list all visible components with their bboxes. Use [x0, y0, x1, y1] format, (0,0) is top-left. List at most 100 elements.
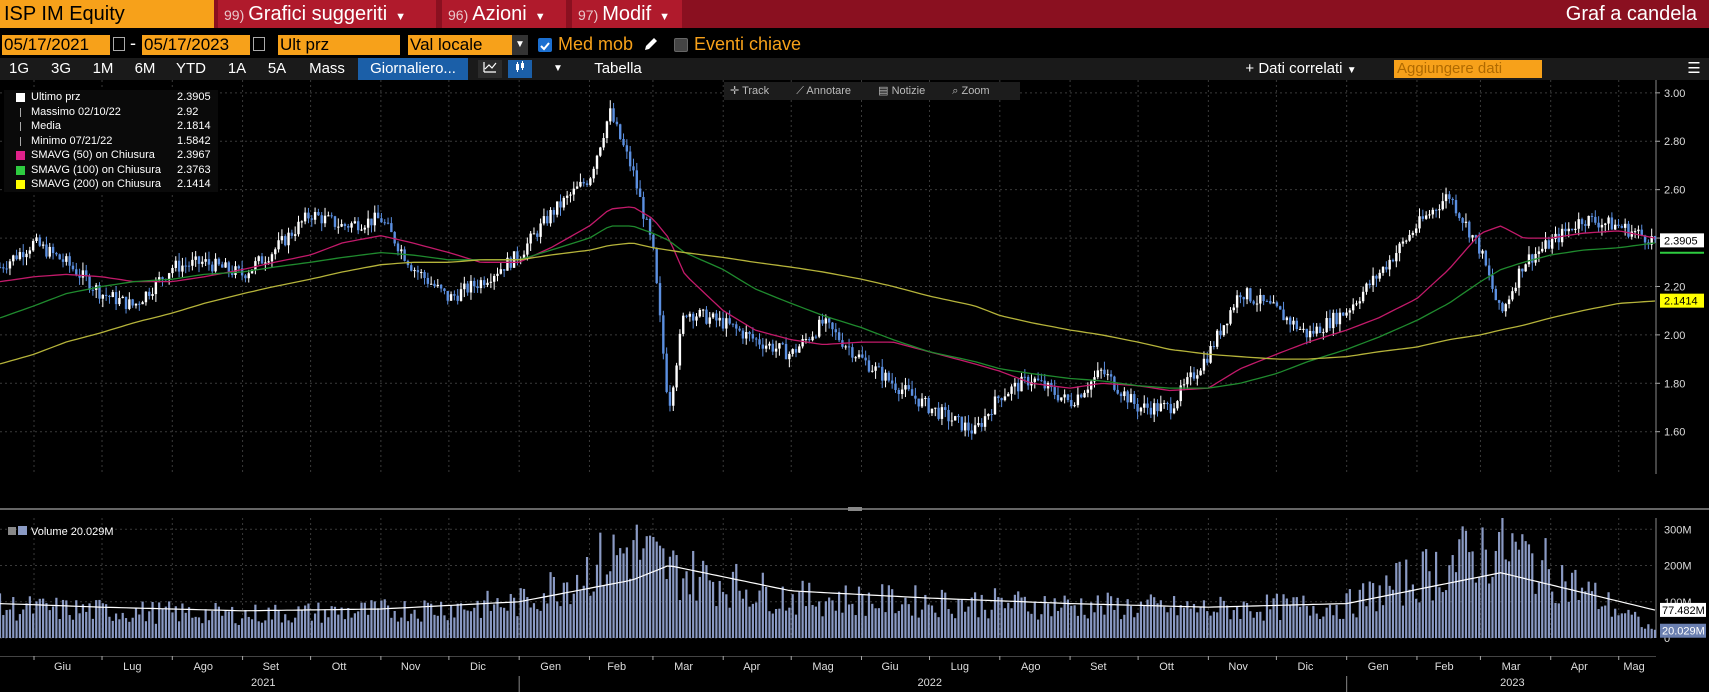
moving-avg-checkbox[interactable] — [538, 38, 552, 52]
related-data-button[interactable]: + Dati correlati ▼ — [1228, 58, 1374, 80]
annotate-tool[interactable]: ⟋ Annotare — [796, 85, 852, 97]
calendar-icon[interactable] — [253, 37, 265, 51]
legend-value: 2.3905 — [177, 91, 211, 103]
zoom-tool[interactable]: ⌕ Zoom — [952, 85, 990, 97]
volume-bar — [211, 610, 214, 638]
candle-body — [887, 372, 891, 381]
candle-body — [1053, 387, 1056, 395]
candle-body — [1328, 318, 1332, 329]
candlestick-icon[interactable] — [508, 60, 532, 78]
volume-bar — [579, 589, 582, 638]
candle-body — [483, 280, 486, 286]
candle-body — [1295, 320, 1299, 330]
related-data-label: + Dati correlati — [1245, 60, 1343, 77]
legend-value: 2.1414 — [177, 178, 211, 190]
start-date-input[interactable]: 05/17/2021 — [2, 35, 110, 55]
candle-body — [1216, 330, 1219, 347]
track-tool[interactable]: ✛ Track — [730, 85, 770, 97]
volume-bar — [695, 600, 698, 638]
actions-menu[interactable]: 96) Azioni ▼ — [442, 0, 566, 28]
volume-bar — [1435, 551, 1438, 638]
volume-bar — [904, 597, 907, 638]
volume-bar — [1206, 611, 1209, 638]
x-tick-label: Dic — [470, 661, 486, 673]
y-tick-label: 300M — [1664, 524, 1692, 536]
menu-icon[interactable]: ☰ — [1687, 60, 1701, 77]
legend-low-icon — [20, 136, 25, 146]
chart-tools-bar: ✛ Track ⟋ Annotare ▤ Notizie ⌕ Zoom — [724, 82, 1020, 100]
price-chart[interactable]: 1.601.802.002.202.402.602.803.002.39052.… — [0, 80, 1709, 512]
key-events-checkbox[interactable] — [674, 38, 688, 52]
candle-body — [1166, 403, 1169, 405]
period-1g[interactable]: 1G — [8, 60, 29, 77]
volume-bar — [639, 559, 642, 638]
candle-body — [1322, 332, 1325, 334]
line-chart-icon[interactable] — [478, 60, 502, 78]
candle-body — [161, 277, 164, 279]
chevron-down-icon[interactable]: ▼ — [512, 35, 528, 55]
candle-body — [851, 347, 854, 358]
volume-bar — [954, 618, 957, 638]
volume-bar — [950, 613, 953, 638]
candle-body — [738, 328, 741, 331]
period-1a[interactable]: 1A — [227, 60, 247, 77]
chevron-down-icon[interactable]: ▼ — [553, 63, 563, 74]
volume-bar — [1511, 533, 1514, 638]
edit-menu[interactable]: 97) Modif ▼ — [572, 0, 682, 28]
ticker-field[interactable]: ISP IM Equity — [0, 0, 214, 28]
legend-swatch — [16, 180, 25, 189]
table-button[interactable]: Tabella — [594, 60, 642, 77]
volume-bar — [1620, 613, 1623, 638]
volume-bar — [1265, 594, 1269, 638]
volume-bar — [625, 547, 628, 638]
interval-select[interactable]: Giornaliero... — [358, 58, 468, 80]
volume-bar — [75, 600, 78, 638]
volume-bar — [997, 597, 1000, 638]
moving-avg-label[interactable]: Med mob — [558, 34, 634, 54]
volume-bar — [1345, 593, 1348, 638]
zoom-label: Zoom — [961, 85, 990, 97]
volume-bar — [91, 618, 94, 638]
volume-bar — [648, 535, 652, 638]
price-field-select[interactable]: Ult prz — [278, 35, 400, 55]
suggested-charts-menu[interactable]: 99) Grafici suggeriti ▼ — [218, 0, 436, 28]
add-data-input[interactable]: Aggiungere dati — [1394, 60, 1542, 78]
legend-value: 2.3763 — [177, 163, 211, 176]
period-1m[interactable]: 1M — [92, 60, 114, 77]
volume-tag — [1660, 623, 1706, 638]
candle-body — [1199, 370, 1202, 376]
pencil-icon[interactable] — [642, 35, 660, 53]
period-3g[interactable]: 3G — [50, 60, 71, 77]
volume-bar — [1441, 592, 1444, 638]
volume-bar — [1444, 590, 1448, 638]
volume-bar — [629, 578, 632, 638]
track-label: Track — [742, 85, 770, 97]
candle-body — [403, 249, 406, 261]
candle-body — [751, 334, 755, 339]
calendar-icon[interactable] — [113, 37, 125, 51]
volume-bar — [947, 609, 950, 638]
candle-body — [1162, 403, 1166, 405]
period-6m[interactable]: 6M — [134, 60, 156, 77]
period-5a[interactable]: 5A — [267, 60, 287, 77]
volume-bar — [960, 599, 963, 638]
volume-bar — [1504, 559, 1507, 638]
candle-body — [1584, 224, 1587, 226]
candle-body — [1136, 403, 1139, 412]
candle-body — [1534, 253, 1537, 263]
news-tool[interactable]: ▤ Notizie — [878, 85, 926, 97]
key-events-label[interactable]: Eventi chiave — [694, 34, 802, 54]
period-max[interactable]: Mass — [309, 60, 345, 77]
candle-body — [277, 240, 280, 250]
candle-body — [1487, 265, 1491, 276]
volume-bar — [459, 603, 463, 638]
volume-bar — [161, 608, 164, 638]
candle-body — [184, 265, 187, 267]
period-ytd[interactable]: YTD — [176, 60, 206, 77]
volume-bar — [818, 601, 821, 638]
volume-bar — [456, 603, 459, 638]
currency-select[interactable]: Val locale — [408, 35, 514, 55]
volume-bar — [221, 615, 224, 638]
end-date-input[interactable]: 05/17/2023 — [142, 35, 250, 55]
